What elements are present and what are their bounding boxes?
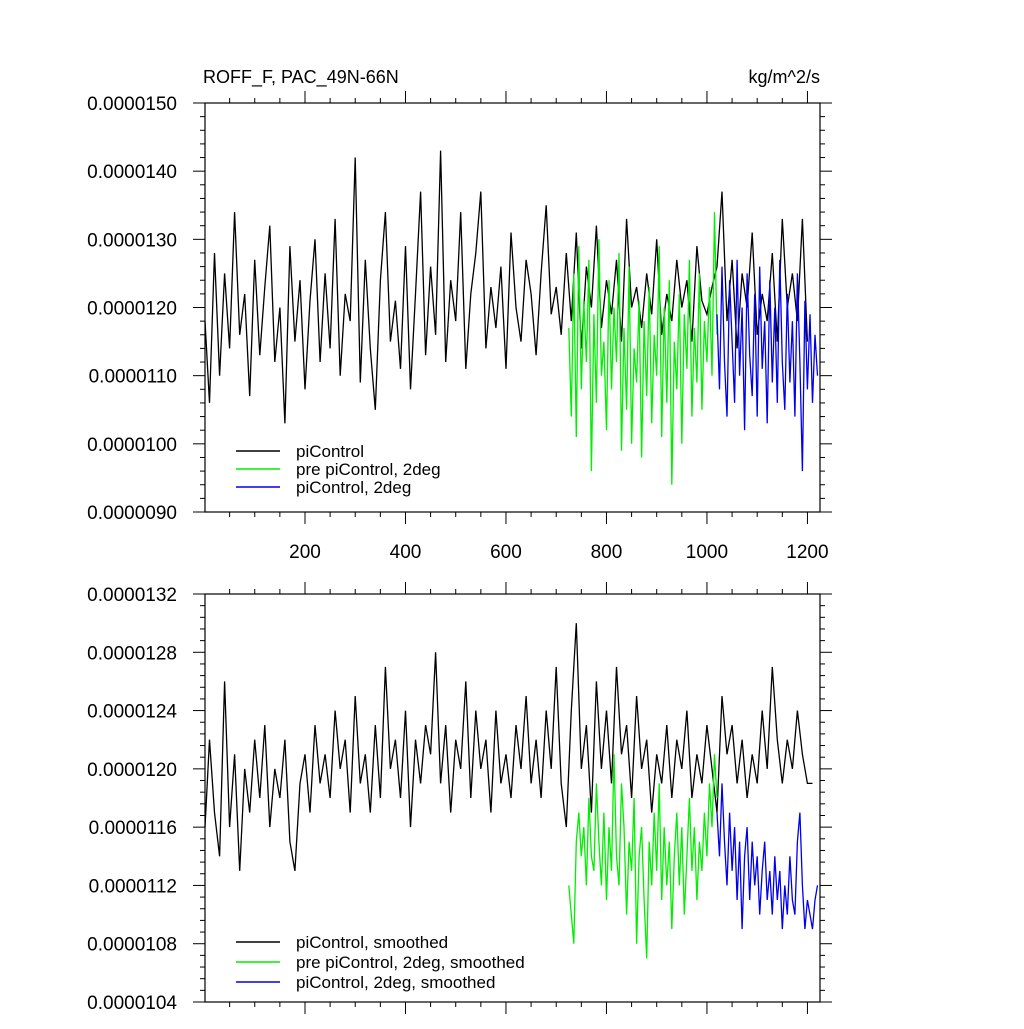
y-tick-label: 0.0000120 <box>87 299 177 320</box>
legend-label: pre piControl, 2deg <box>296 460 441 479</box>
legend-label: piControl, 2deg <box>296 478 411 497</box>
top-panel: 200 400 600 800 1000 1200 0.0000090 0.0000100 0.… <box>87 67 832 563</box>
bottom-panel: 0.0000104 0.0000108 0.0000112 0.0000116 0.00… <box>87 582 832 1014</box>
x-tick-label: 200 <box>289 542 321 563</box>
y-tick-label: 0.0000090 <box>87 503 177 524</box>
x-tick-label: 400 <box>390 542 422 563</box>
series-line-2 <box>716 259 819 472</box>
chart-title: ROFF_F, PAC_49N-66N <box>203 67 399 88</box>
legend-label: pre piControl, 2deg, smoothed <box>296 953 525 972</box>
y-tick-label: 0.0000132 <box>87 585 177 606</box>
y-tick-label: 0.0000108 <box>87 935 177 956</box>
y-tick-label: 0.0000116 <box>89 818 177 839</box>
x-tick-label: 600 <box>490 542 522 563</box>
series-line-0 <box>204 150 809 424</box>
y-tick-label: 0.0000110 <box>89 367 177 388</box>
plot-frame <box>204 593 821 1003</box>
x-tick-label: 1000 <box>686 542 728 563</box>
series-line-0 <box>204 623 813 872</box>
x-tick-label: 800 <box>591 542 623 563</box>
y-tick-label: 0.0000128 <box>87 643 177 664</box>
y-tick-label: 0.0000104 <box>87 993 177 1014</box>
series-line-1 <box>568 212 718 485</box>
y-tick-label: 0.0000120 <box>87 760 177 781</box>
y-tick-label: 0.0000112 <box>89 876 177 897</box>
x-tick-label: 1200 <box>786 542 828 563</box>
series-line-1 <box>568 754 718 959</box>
legend-label: piControl, smoothed <box>296 933 448 952</box>
legend-label: piControl, 2deg, smoothed <box>296 973 495 992</box>
chart-units: kg/m^2/s <box>749 67 820 87</box>
y-tick-label: 0.0000100 <box>87 435 177 456</box>
y-tick-label: 0.0000124 <box>87 702 177 723</box>
series-line-2 <box>716 783 819 930</box>
legend-label: piControl <box>296 442 364 461</box>
y-tick-label: 0.0000150 <box>87 94 177 115</box>
y-tick-label: 0.0000140 <box>87 162 177 183</box>
y-tick-label: 0.0000130 <box>87 230 177 251</box>
